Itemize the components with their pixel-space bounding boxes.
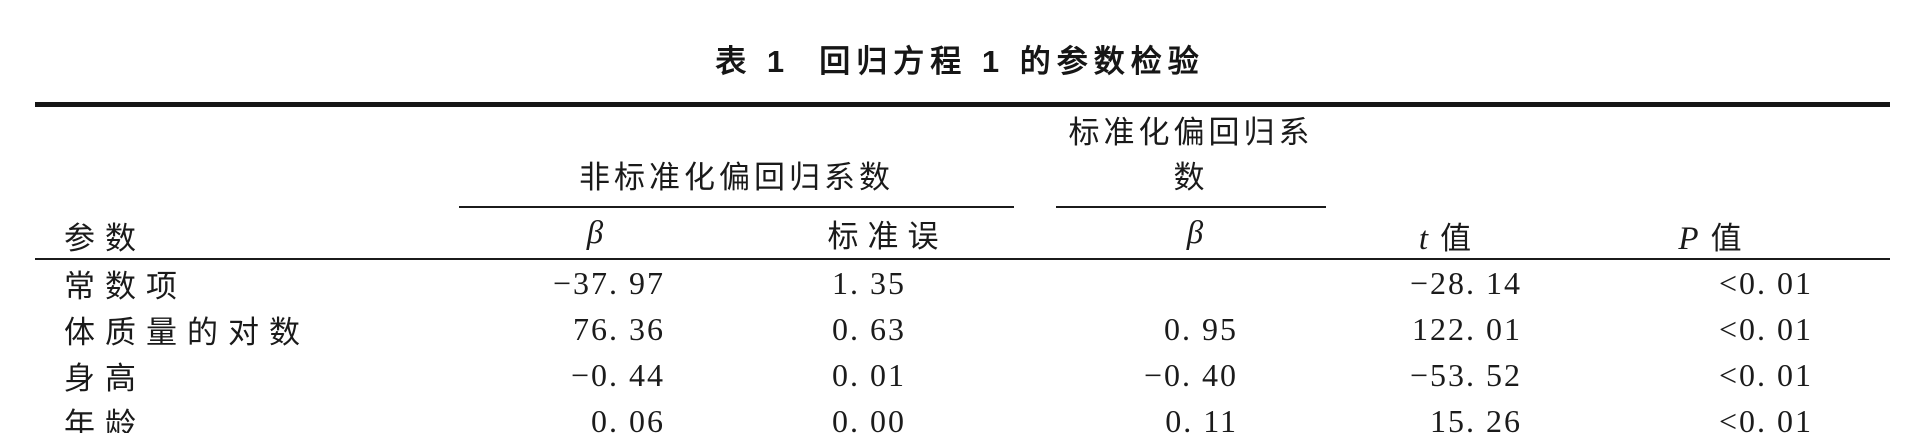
cell-beta-std (1040, 259, 1350, 306)
table-row: 身高 −0. 44 0. 01 −0. 40 −53. 52 <0. 01 (35, 352, 1890, 398)
column-header-beta-std: β (1040, 208, 1350, 259)
column-header-parameter: 参数 (64, 221, 146, 256)
table-title: 表 1 回归方程 1 的参数检验 (715, 44, 1205, 79)
cell-standard-error: 0. 63 (832, 310, 906, 347)
t-value-label: 值 (1440, 221, 1472, 256)
cell-standard-error: 0. 00 (832, 402, 906, 433)
beta-symbol: β (1186, 214, 1204, 251)
column-group-unstandardized: 非标准化偏回归系数 (455, 105, 1040, 208)
table-row: 年龄 0. 06 0. 00 0. 11 15. 26 <0. 01 (35, 398, 1890, 433)
table-row: 常数项 −37. 97 1. 35 −28. 14 <0. 01 (35, 259, 1890, 306)
cell-standard-error: 0. 01 (832, 356, 906, 393)
p-symbol: P (1678, 221, 1699, 257)
cell-t-value: 15. 26 (1430, 402, 1522, 433)
cell-standard-error: 1. 35 (832, 264, 906, 301)
cell-p-value: <0. 01 (1718, 264, 1813, 301)
p-value-label: 值 (1710, 221, 1742, 256)
cell-beta-unstd: −0. 44 (570, 356, 665, 393)
cell-p-value: <0. 01 (1718, 356, 1813, 393)
cell-p-value: <0. 01 (1718, 310, 1813, 347)
cell-beta-std: −0. 40 (1143, 356, 1238, 393)
cell-t-value: −53. 52 (1409, 356, 1522, 393)
cell-beta-unstd: 0. 06 (591, 402, 665, 433)
table-body: 常数项 −37. 97 1. 35 −28. 14 <0. 01 体质量的对数 … (35, 259, 1890, 433)
cell-t-value: 122. 01 (1412, 310, 1522, 347)
cell-p-value: <0. 01 (1718, 402, 1813, 433)
cell-beta-std: 0. 95 (1164, 310, 1238, 347)
row-label: 身高 (64, 360, 146, 396)
column-group-standardized-label: 标准化偏回归系数 (1056, 107, 1326, 208)
row-label: 常数项 (64, 268, 187, 304)
header-sub-row: β 标准误 β (35, 208, 1890, 259)
t-symbol: t (1418, 221, 1429, 257)
beta-symbol: β (586, 214, 604, 251)
cell-beta-unstd: 76. 36 (573, 310, 665, 347)
row-label: 体质量的对数 (64, 314, 310, 350)
cell-t-value: −28. 14 (1409, 264, 1522, 301)
column-group-unstandardized-label: 非标准化偏回归系数 (459, 152, 1014, 208)
cell-beta-std: 0. 11 (1165, 402, 1238, 433)
cell-beta-unstd: −37. 97 (552, 264, 665, 301)
table-row: 体质量的对数 76. 36 0. 63 0. 95 122. 01 <0. 01 (35, 306, 1890, 352)
column-group-standardized: 标准化偏回归系数 (1040, 105, 1350, 208)
column-header-standard-error: 标准误 (827, 218, 948, 254)
column-header-beta-unstd: β (455, 208, 735, 259)
row-label: 年龄 (64, 406, 146, 433)
